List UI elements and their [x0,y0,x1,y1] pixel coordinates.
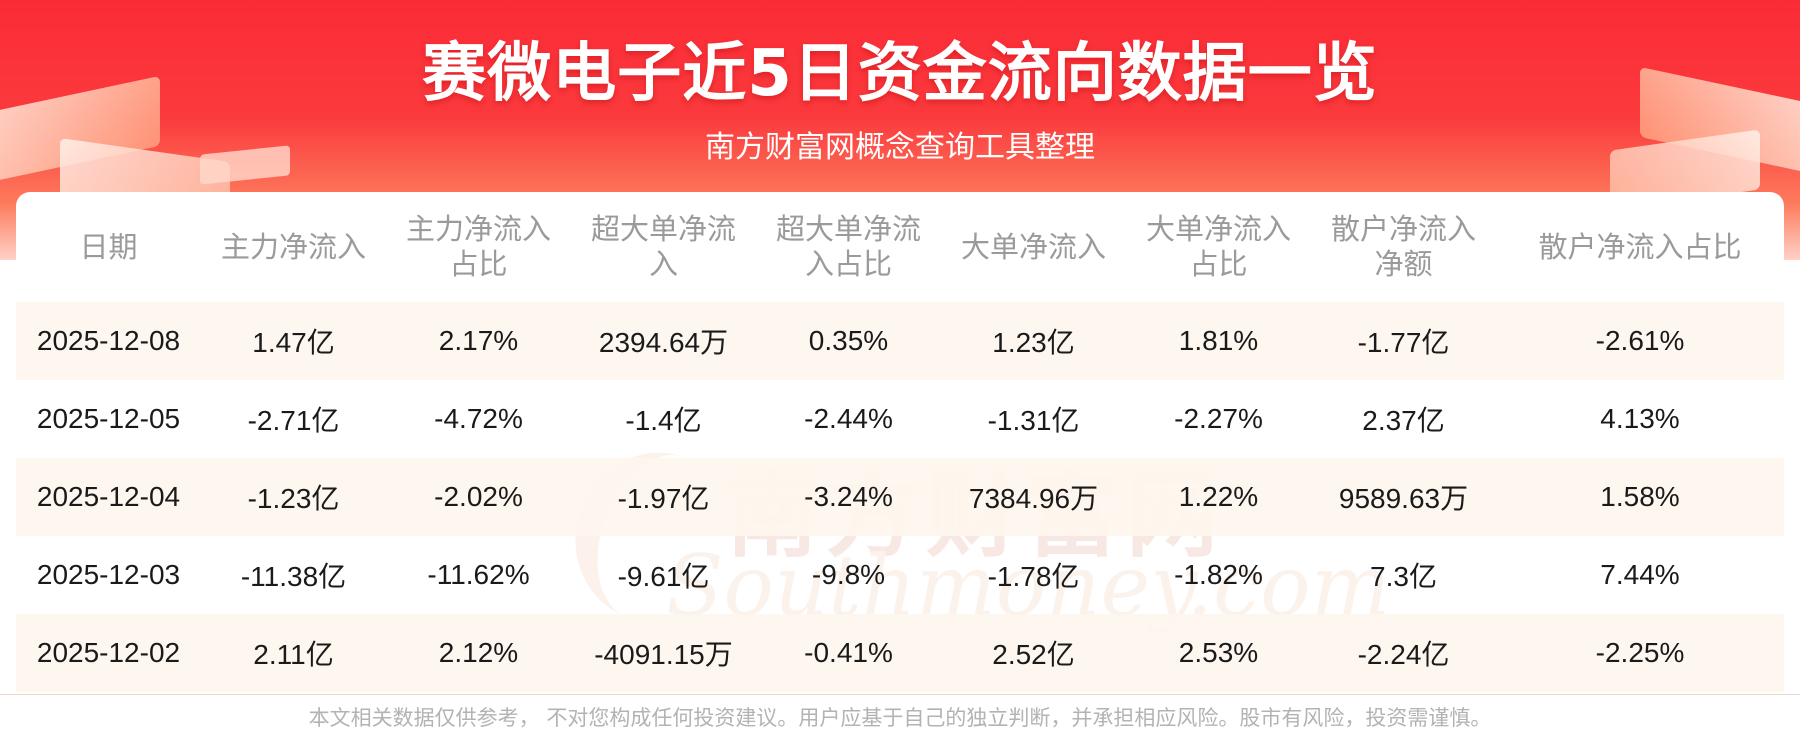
cell-large-ratio: 2.53% [1126,614,1311,692]
cell-main-inflow: -2.71亿 [247,405,340,436]
column-header-main-inflow: 主力净流入 [220,229,366,264]
page-title: 赛微电子近5日资金流向数据一览 [422,37,1378,111]
cell-large-inflow: -1.78亿 [987,561,1080,592]
column-header-xl-ratio: 超大单净流入占比 [775,212,921,281]
table-row: 2025-12-02 2.11亿 2.12% -4091.15万 -0.41% … [16,614,1784,692]
table-row: 2025-12-04 -1.23亿 -2.02% -1.97亿 -3.24% 7… [16,458,1784,536]
cell-retail-ratio: 7.44% [1600,559,1680,590]
column-header-date: 日期 [79,229,138,264]
cell-retail-ratio: 4.13% [1600,403,1680,434]
cell-large-inflow: 7384.96万 [941,458,1126,536]
cell-main-inflow: 2.11亿 [201,614,386,692]
cell-date: 2025-12-05 [36,403,181,434]
cell-xl-inflow: -1.4亿 [625,405,702,436]
cell-large-ratio: 1.22% [1126,458,1311,536]
column-header-large-inflow: 大单净流入 [960,229,1106,264]
cell-main-inflow: 1.47亿 [201,302,386,380]
cell-large-ratio: -1.82% [1174,559,1263,590]
cell-large-inflow: 2.52亿 [941,614,1126,692]
cell-xl-inflow: -1.97亿 [571,458,756,536]
cell-retail-ratio: -2.61% [1496,302,1784,380]
column-header-retail-net: 散户净流入净额 [1330,212,1476,281]
cell-xl-ratio: 0.35% [756,302,941,380]
cell-large-inflow: 1.23亿 [941,302,1126,380]
data-card: 南方财富网 Southmoney.com 日期 主力净流入 主力净流入占比 超大… [16,192,1784,696]
cell-large-inflow: -1.31亿 [987,405,1080,436]
cell-main-ratio: 2.12% [386,614,571,692]
cell-xl-ratio: -0.41% [756,614,941,692]
table-row: 2025-12-08 1.47亿 2.17% 2394.64万 0.35% 1.… [16,302,1784,380]
page-subtitle: 南方财富网概念查询工具整理 [705,130,1095,165]
cell-xl-inflow: -9.61亿 [617,561,710,592]
cell-xl-ratio: -9.8% [811,559,886,590]
column-header-retail-ratio: 散户净流入占比 [1538,229,1742,264]
cell-retail-ratio: -2.25% [1496,614,1784,692]
cell-xl-ratio: -2.44% [804,403,893,434]
cell-retail-net: 7.3亿 [1370,561,1437,592]
table-row: 2025-12-05 -2.71亿 -4.72% -1.4亿 -2.44% -1… [16,380,1784,458]
fund-flow-table: 日期 主力净流入 主力净流入占比 超大单净流入 超大单净流入占比 大单净流入 大… [16,192,1784,692]
column-header-xl-inflow: 超大单净流入 [590,212,736,281]
cell-date: 2025-12-02 [16,614,201,692]
cell-date: 2025-12-08 [16,302,201,380]
disclaimer-footer: 本文相关数据仅供参考， 不对您构成任何投资建议。用户应基于自己的独立判断，并承担… [0,694,1800,743]
cell-main-ratio: 2.17% [386,302,571,380]
table-row: 2025-12-03 -11.38亿 -11.62% -9.61亿 -9.8% … [16,536,1784,614]
cell-retail-net: -1.77亿 [1311,302,1496,380]
cell-main-ratio: -2.02% [386,458,571,536]
cell-large-ratio: 1.81% [1126,302,1311,380]
column-header-large-ratio: 大单净流入占比 [1145,212,1291,281]
cell-large-ratio: -2.27% [1174,403,1263,434]
cell-xl-ratio: -3.24% [756,458,941,536]
cell-retail-net: -2.24亿 [1311,614,1496,692]
cell-date: 2025-12-04 [16,458,201,536]
cell-main-ratio: -4.72% [434,403,523,434]
cell-date: 2025-12-03 [36,559,181,590]
cell-retail-ratio: 1.58% [1496,458,1784,536]
cell-main-inflow: -1.23亿 [201,458,386,536]
column-header-main-ratio: 主力净流入占比 [405,212,551,281]
cell-xl-inflow: -4091.15万 [571,614,756,692]
cell-main-ratio: -11.62% [427,559,530,590]
cell-main-inflow: -11.38亿 [240,561,347,592]
cell-retail-net: 2.37亿 [1362,405,1445,436]
table-header-row: 日期 主力净流入 主力净流入占比 超大单净流入 超大单净流入占比 大单净流入 大… [16,192,1784,302]
cell-retail-net: 9589.63万 [1311,458,1496,536]
cell-xl-inflow: 2394.64万 [571,302,756,380]
